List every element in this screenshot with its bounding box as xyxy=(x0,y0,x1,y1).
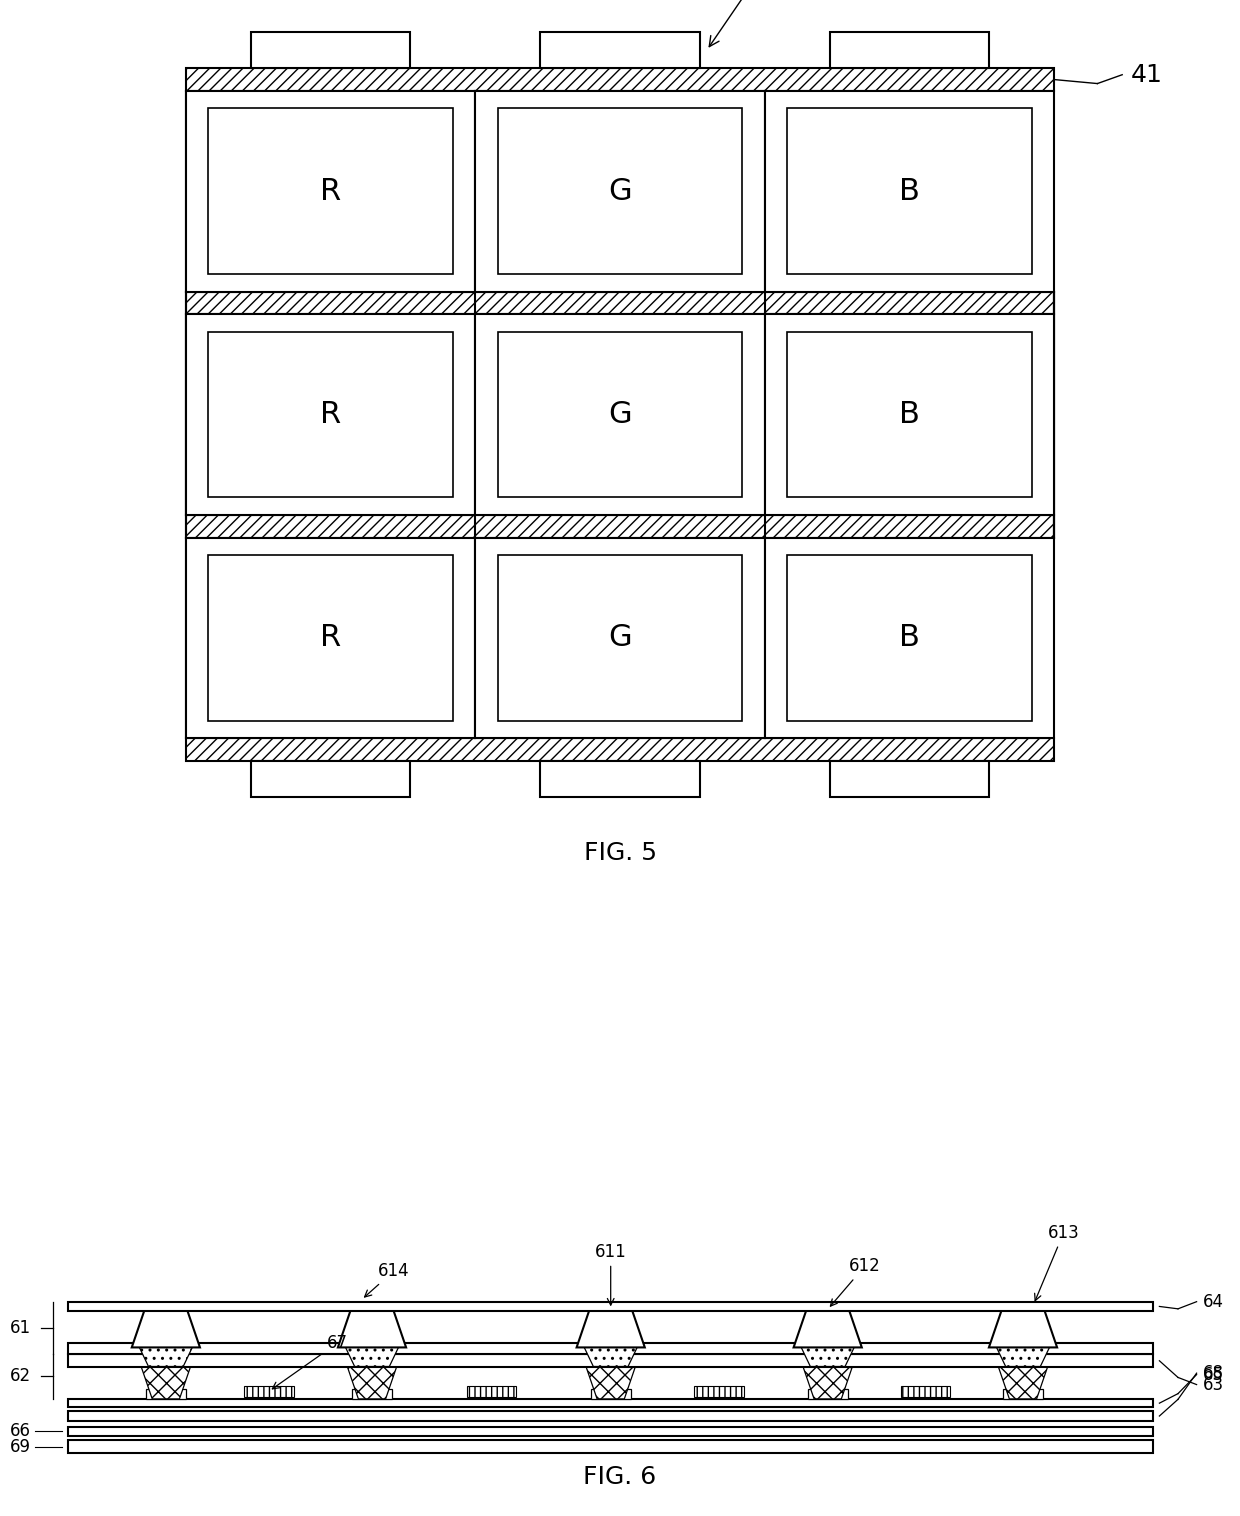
Bar xyxy=(541,32,699,68)
Text: B: B xyxy=(899,623,920,652)
Polygon shape xyxy=(140,1363,192,1399)
Polygon shape xyxy=(990,1310,1058,1348)
Polygon shape xyxy=(131,1310,200,1348)
Bar xyxy=(787,332,1032,497)
Text: 41: 41 xyxy=(1131,62,1163,86)
Bar xyxy=(68,1427,1153,1436)
Polygon shape xyxy=(577,1310,645,1348)
Polygon shape xyxy=(997,1363,1049,1399)
Text: R: R xyxy=(320,177,341,206)
Text: 63: 63 xyxy=(1203,1375,1224,1393)
Text: 614: 614 xyxy=(365,1261,410,1298)
Bar xyxy=(208,555,453,720)
Polygon shape xyxy=(135,1339,197,1366)
Bar xyxy=(787,555,1032,720)
Bar xyxy=(1003,1389,1043,1399)
Bar xyxy=(186,314,475,515)
Bar xyxy=(765,538,1054,738)
Bar xyxy=(250,32,410,68)
Polygon shape xyxy=(579,1339,642,1366)
Bar xyxy=(541,761,699,797)
Bar xyxy=(186,515,1054,538)
Bar xyxy=(475,91,765,291)
Bar xyxy=(186,738,1054,761)
Bar xyxy=(475,314,765,515)
Bar xyxy=(352,1389,392,1399)
Polygon shape xyxy=(585,1363,637,1399)
Text: 611: 611 xyxy=(595,1243,626,1305)
Bar xyxy=(900,1386,950,1396)
Bar xyxy=(830,761,990,797)
Bar xyxy=(186,68,1054,91)
Text: 613: 613 xyxy=(1034,1223,1080,1301)
Bar xyxy=(68,1411,1153,1420)
Text: 64: 64 xyxy=(1203,1293,1224,1311)
Text: FIG. 6: FIG. 6 xyxy=(583,1466,657,1489)
Text: B: B xyxy=(899,400,920,429)
Text: 66: 66 xyxy=(10,1422,31,1440)
Text: FIG. 5: FIG. 5 xyxy=(584,841,656,866)
Bar xyxy=(68,1354,1153,1367)
Polygon shape xyxy=(341,1339,403,1366)
Bar xyxy=(497,555,743,720)
Bar xyxy=(808,1389,848,1399)
Text: 69: 69 xyxy=(10,1437,31,1455)
Bar xyxy=(186,538,475,738)
Text: 67: 67 xyxy=(273,1334,347,1389)
Text: 68: 68 xyxy=(1203,1364,1224,1383)
Bar xyxy=(208,332,453,497)
Bar xyxy=(244,1386,294,1396)
Bar xyxy=(186,91,475,291)
Bar xyxy=(208,109,453,274)
Text: B: B xyxy=(899,177,920,206)
Bar xyxy=(765,314,1054,515)
Bar xyxy=(250,761,410,797)
Polygon shape xyxy=(794,1310,862,1348)
Bar xyxy=(68,1440,1153,1454)
Bar xyxy=(497,332,743,497)
Bar xyxy=(497,109,743,274)
Text: 61: 61 xyxy=(10,1319,31,1337)
Polygon shape xyxy=(992,1339,1054,1366)
Bar xyxy=(466,1386,516,1396)
Text: 612: 612 xyxy=(831,1257,880,1307)
Bar xyxy=(68,1399,1153,1407)
Text: 42: 42 xyxy=(709,0,774,47)
Polygon shape xyxy=(346,1363,398,1399)
Bar xyxy=(475,538,765,738)
Bar xyxy=(694,1386,744,1396)
Bar xyxy=(146,1389,186,1399)
Polygon shape xyxy=(337,1310,405,1348)
Bar xyxy=(787,109,1032,274)
Bar xyxy=(68,1302,1153,1311)
Polygon shape xyxy=(796,1339,858,1366)
Text: 62: 62 xyxy=(10,1367,31,1386)
Text: G: G xyxy=(608,623,632,652)
Text: 65: 65 xyxy=(1203,1366,1224,1384)
Bar xyxy=(591,1389,631,1399)
Text: R: R xyxy=(320,400,341,429)
Bar xyxy=(186,291,1054,314)
Bar xyxy=(765,91,1054,291)
Bar xyxy=(830,32,990,68)
Text: G: G xyxy=(608,177,632,206)
Text: R: R xyxy=(320,623,341,652)
Bar xyxy=(68,1343,1153,1354)
Polygon shape xyxy=(801,1363,853,1399)
Text: G: G xyxy=(608,400,632,429)
